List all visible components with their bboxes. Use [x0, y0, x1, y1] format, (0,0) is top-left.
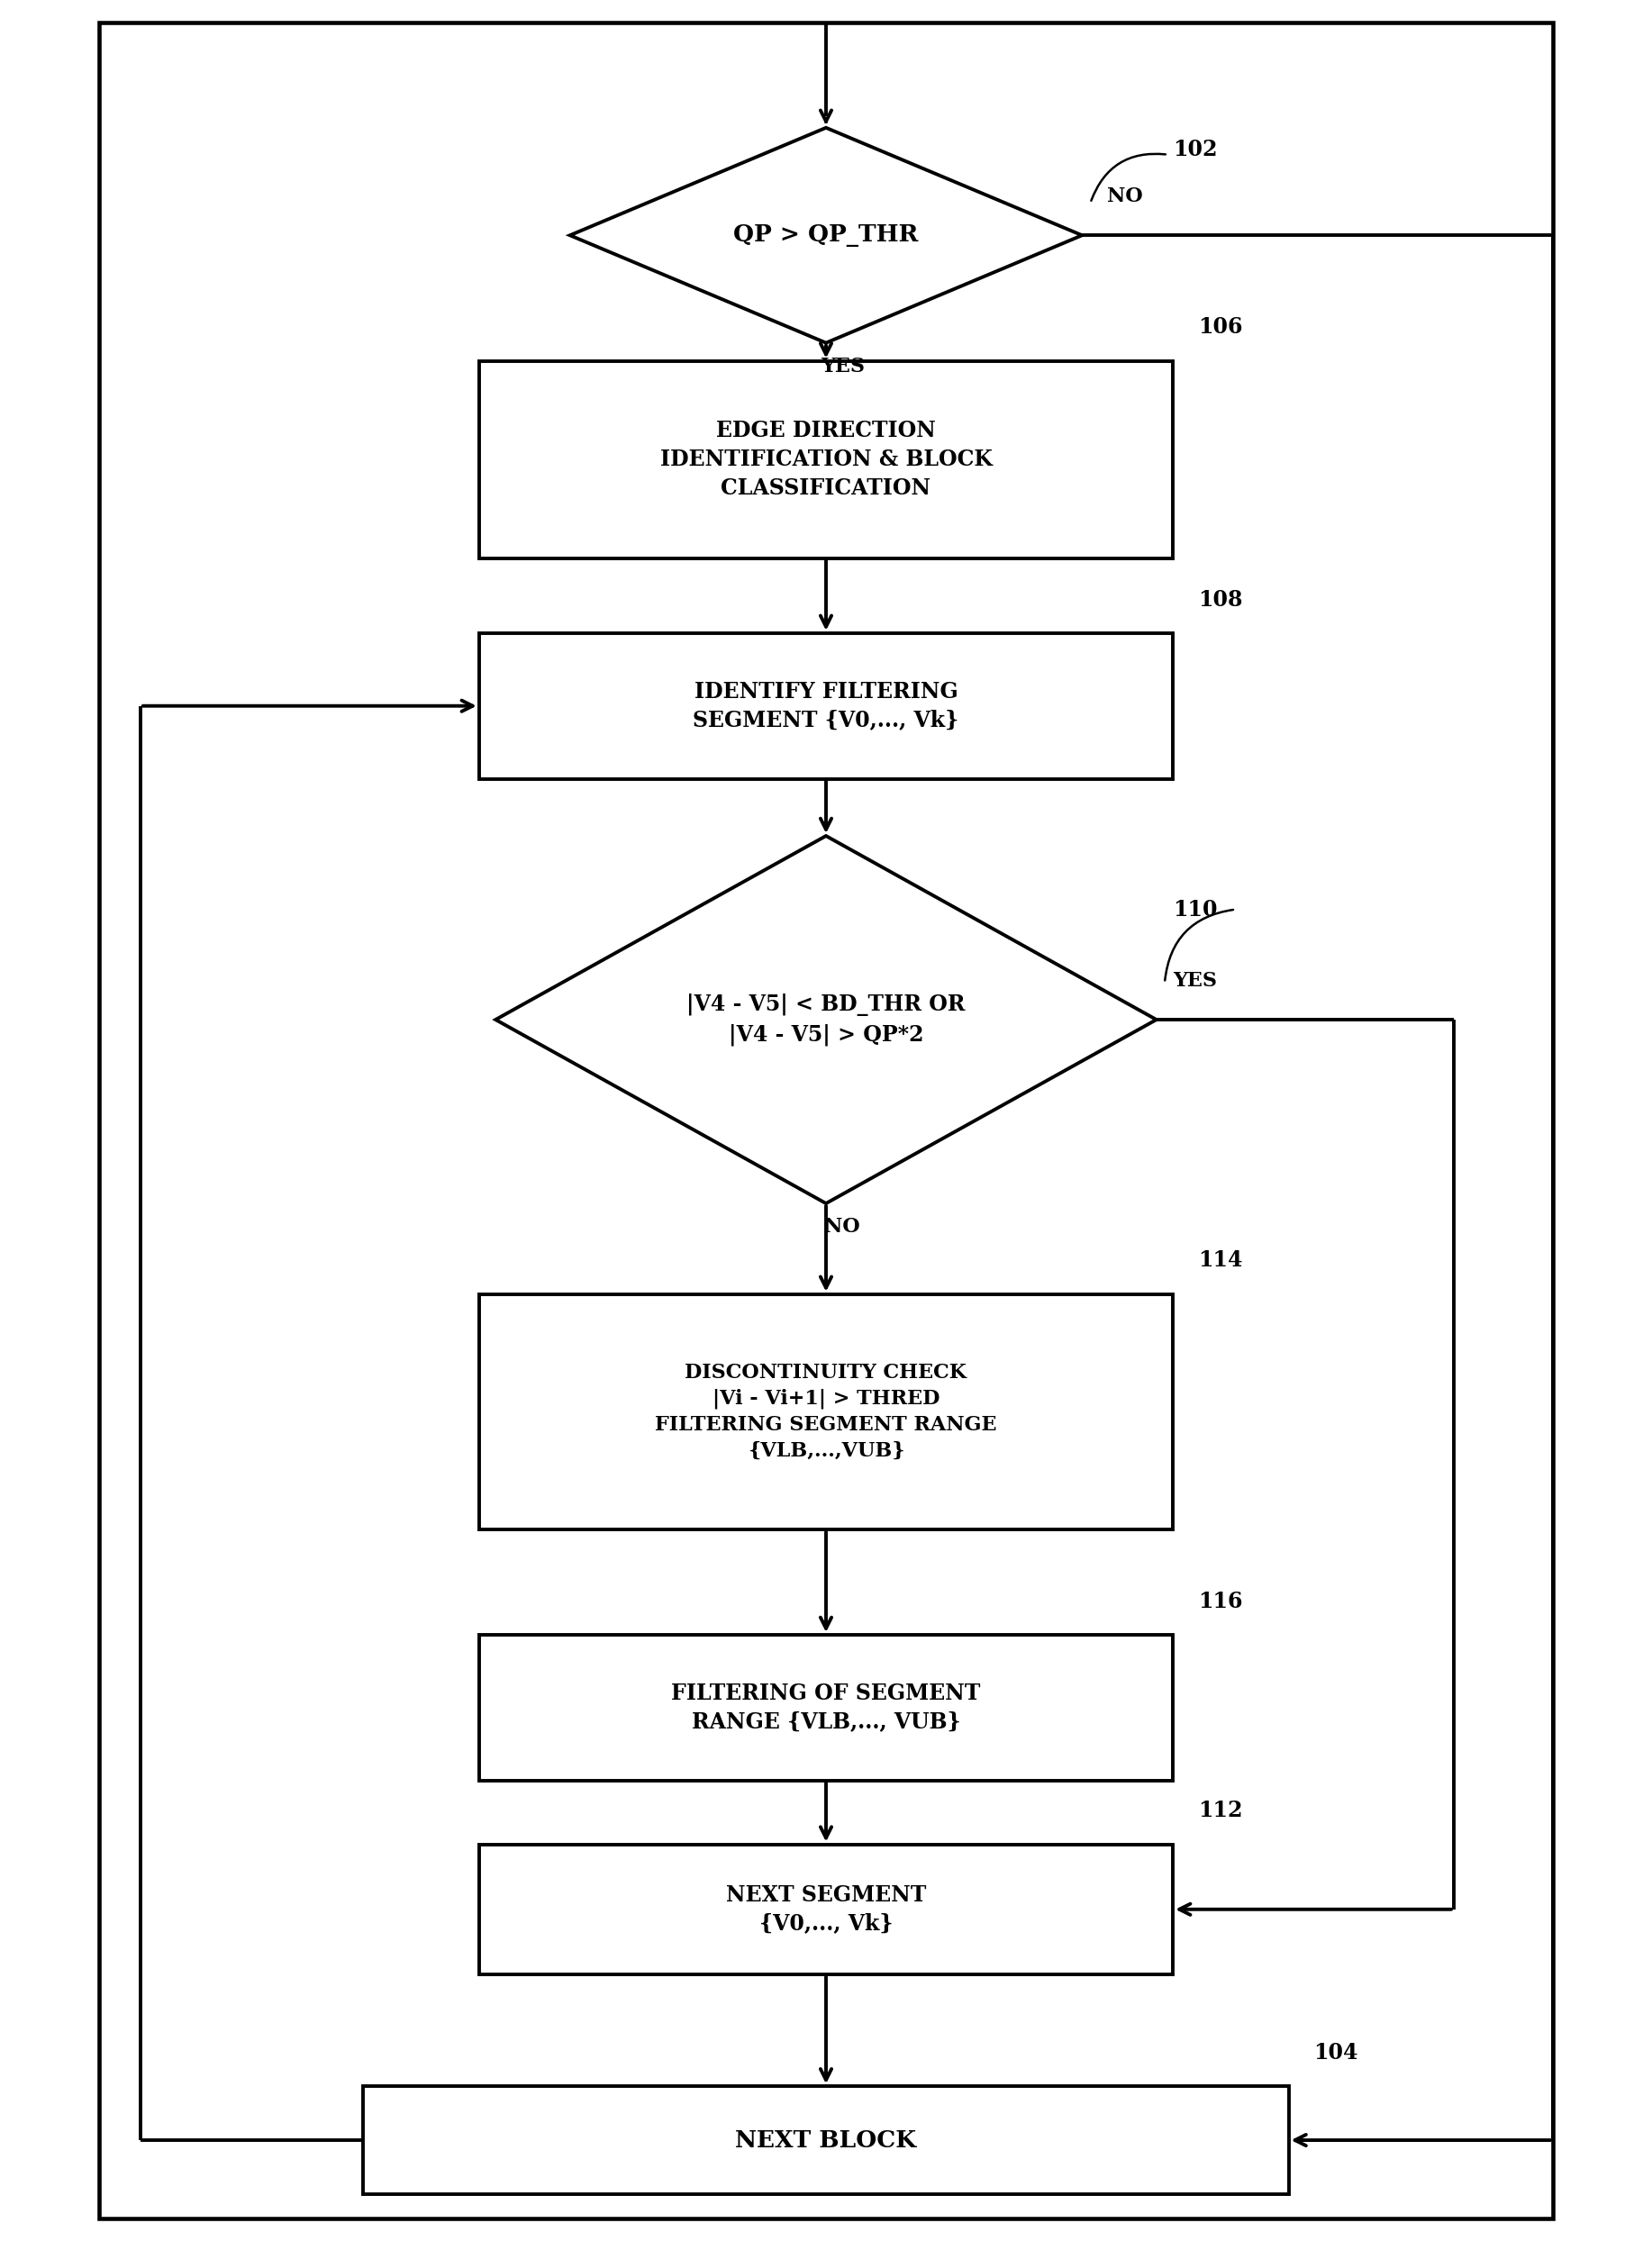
Bar	[479, 1293, 1173, 1528]
Text: 116: 116	[1198, 1591, 1242, 1611]
Text: NO: NO	[1107, 186, 1143, 206]
Text: 106: 106	[1198, 316, 1242, 338]
Bar	[479, 1636, 1173, 1779]
Bar	[363, 2086, 1289, 2194]
Text: NO: NO	[824, 1217, 861, 1237]
Text: YES: YES	[1173, 970, 1218, 991]
Text: 102: 102	[1173, 139, 1218, 159]
Text: QP > QP_THR: QP > QP_THR	[733, 224, 919, 247]
Bar	[479, 361, 1173, 558]
Text: 114: 114	[1198, 1250, 1242, 1271]
Bar	[479, 1844, 1173, 1974]
Text: |V4 - V5| < BD_THR OR
|V4 - V5| > QP*2: |V4 - V5| < BD_THR OR |V4 - V5| > QP*2	[687, 995, 965, 1044]
Text: NEXT BLOCK: NEXT BLOCK	[735, 2129, 917, 2151]
Bar	[479, 632, 1173, 778]
Text: NEXT SEGMENT
{V0,..., Vk}: NEXT SEGMENT {V0,..., Vk}	[725, 1885, 927, 1934]
Text: 104: 104	[1313, 2042, 1358, 2064]
Text: DISCONTINUITY CHECK
|Vi - Vi+1| > THRED
FILTERING SEGMENT RANGE
{VLB,...,VUB}: DISCONTINUITY CHECK |Vi - Vi+1| > THRED …	[656, 1363, 996, 1461]
Text: EDGE DIRECTION
IDENTIFICATION & BLOCK
CLASSIFICATION: EDGE DIRECTION IDENTIFICATION & BLOCK CL…	[659, 419, 993, 500]
Bar	[99, 22, 1553, 2219]
Text: 112: 112	[1198, 1800, 1242, 1822]
Text: 108: 108	[1198, 589, 1242, 610]
Text: FILTERING OF SEGMENT
RANGE {VLB,..., VUB}: FILTERING OF SEGMENT RANGE {VLB,..., VUB…	[671, 1683, 981, 1732]
Text: IDENTIFY FILTERING
SEGMENT {V0,..., Vk}: IDENTIFY FILTERING SEGMENT {V0,..., Vk}	[694, 681, 958, 731]
Text: YES: YES	[821, 356, 864, 376]
Text: 110: 110	[1173, 899, 1218, 921]
